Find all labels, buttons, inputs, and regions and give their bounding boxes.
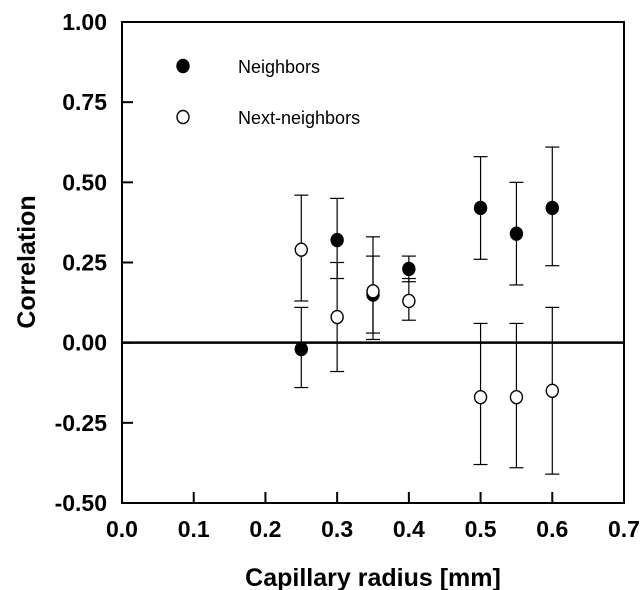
legend-marker-next-neighbors (176, 109, 190, 125)
neighbors-point (402, 261, 416, 277)
neighbors-point (509, 226, 524, 241)
legend-label-next-neighbors: Next-neighbors (238, 108, 360, 128)
next-neighbors-point (545, 383, 559, 398)
neighbors-point (330, 232, 344, 248)
y-tick-label: 0.25 (62, 250, 107, 276)
x-tick-label: 0.7 (608, 516, 640, 542)
next-neighbors-point (473, 389, 488, 405)
x-tick-label: 0.2 (249, 516, 281, 542)
x-tick-label: 0.4 (393, 516, 425, 542)
y-tick-label: 0.50 (62, 169, 107, 195)
y-tick-label: 1.00 (62, 9, 107, 35)
next-neighbors-point (294, 242, 308, 257)
x-tick-label: 0.5 (465, 516, 497, 542)
neighbors-point (473, 200, 488, 216)
legend-label-neighbors: Neighbors (238, 57, 320, 77)
neighbors-point (545, 200, 559, 216)
y-tick-label: 0.75 (62, 89, 107, 115)
next-neighbors-point (330, 309, 344, 325)
next-neighbors-point (366, 284, 380, 299)
x-axis-title: Capillary radius [mm] (245, 564, 501, 590)
y-tick-label: -0.50 (55, 490, 107, 516)
x-tick-label: 0.0 (106, 516, 138, 542)
x-tick-label: 0.6 (536, 516, 568, 542)
legend-marker-neighbors (176, 58, 190, 74)
next-neighbors-point (509, 389, 524, 405)
y-tick-label: -0.25 (55, 410, 108, 436)
y-tick-label: 0.00 (62, 330, 107, 356)
y-axis-title: Correlation (13, 195, 41, 328)
next-neighbors-point (402, 293, 416, 309)
x-tick-label: 0.3 (321, 516, 353, 542)
neighbors-point (294, 341, 308, 357)
x-tick-label: 0.1 (178, 516, 210, 542)
